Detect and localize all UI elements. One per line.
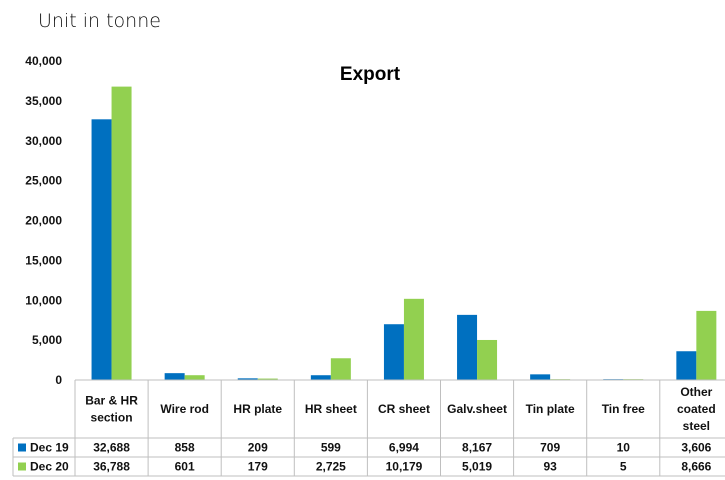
bar-dec-20 [257,378,278,380]
data-label: 8,666 [681,460,711,474]
series-name: Dec 19 [30,441,69,455]
data-label: 858 [175,441,195,455]
data-label: 5,019 [462,460,492,474]
data-label: 179 [248,460,268,474]
y-tick-label: 10,000 [25,293,62,307]
data-label: 5 [620,460,627,474]
data-label: 8,167 [462,441,492,455]
category-label: Galv.sheet [447,402,507,416]
category-label: CR sheet [378,402,430,416]
bar-dec-19 [457,314,478,380]
y-tick-label: 25,000 [25,174,62,188]
bar-dec-19 [383,324,404,380]
bars [75,86,725,381]
category-label: HR sheet [305,402,357,416]
bar-dec-19 [310,375,331,380]
data-label: 10 [617,441,631,455]
category-label: Other coated steel [677,385,716,433]
chart-title: Export [340,64,401,85]
bar-dec-19 [91,119,112,380]
data-label: 709 [540,441,560,455]
bar-dec-20 [696,310,717,380]
data-label: 601 [175,460,195,474]
bar-dec-20 [403,298,424,380]
category-label: Wire rod [160,402,209,416]
category-label: HR plate [233,402,282,416]
data-label: 3,606 [681,441,711,455]
bar-dec-19 [164,373,185,380]
category-label: Bar & HR section [85,394,138,425]
unit-label: Unit in tonne [38,10,161,32]
bar-dec-20 [477,339,498,380]
y-tick-label: 20,000 [25,214,62,228]
data-label: 6,994 [389,441,419,455]
data-label: 599 [321,441,341,455]
y-tick-label: 0 [55,373,62,387]
bar-dec-19 [676,351,697,380]
data-label: 36,788 [93,460,130,474]
data-label: 209 [248,441,268,455]
category-label: Tin free [602,402,645,416]
bar-dec-20 [184,375,205,380]
bar-dec-20 [111,86,132,381]
series-name: Dec 20 [30,460,69,474]
legend-key-dec-20 [18,462,26,471]
data-label: 32,688 [93,441,130,455]
data-label: 10,179 [386,460,423,474]
bar-dec-19 [237,378,258,380]
data-table: Bar & HR section Wire rod HR plate HR sheet C… [12,380,725,477]
y-axis: 0 5,000 10,000 15,000 20,000 25,000 30,000 35,0… [25,54,62,387]
y-tick-label: 30,000 [25,134,62,148]
category-label: Tin plate [526,402,575,416]
data-label: 93 [543,460,557,474]
data-label: 2,725 [316,460,346,474]
bar-dec-19 [530,374,551,380]
y-tick-label: 40,000 [25,54,62,68]
bar-dec-20 [330,358,351,380]
y-tick-label: 5,000 [32,333,62,347]
legend-key-dec-19 [18,443,26,452]
y-tick-label: 35,000 [25,94,62,108]
y-tick-label: 15,000 [25,253,62,267]
